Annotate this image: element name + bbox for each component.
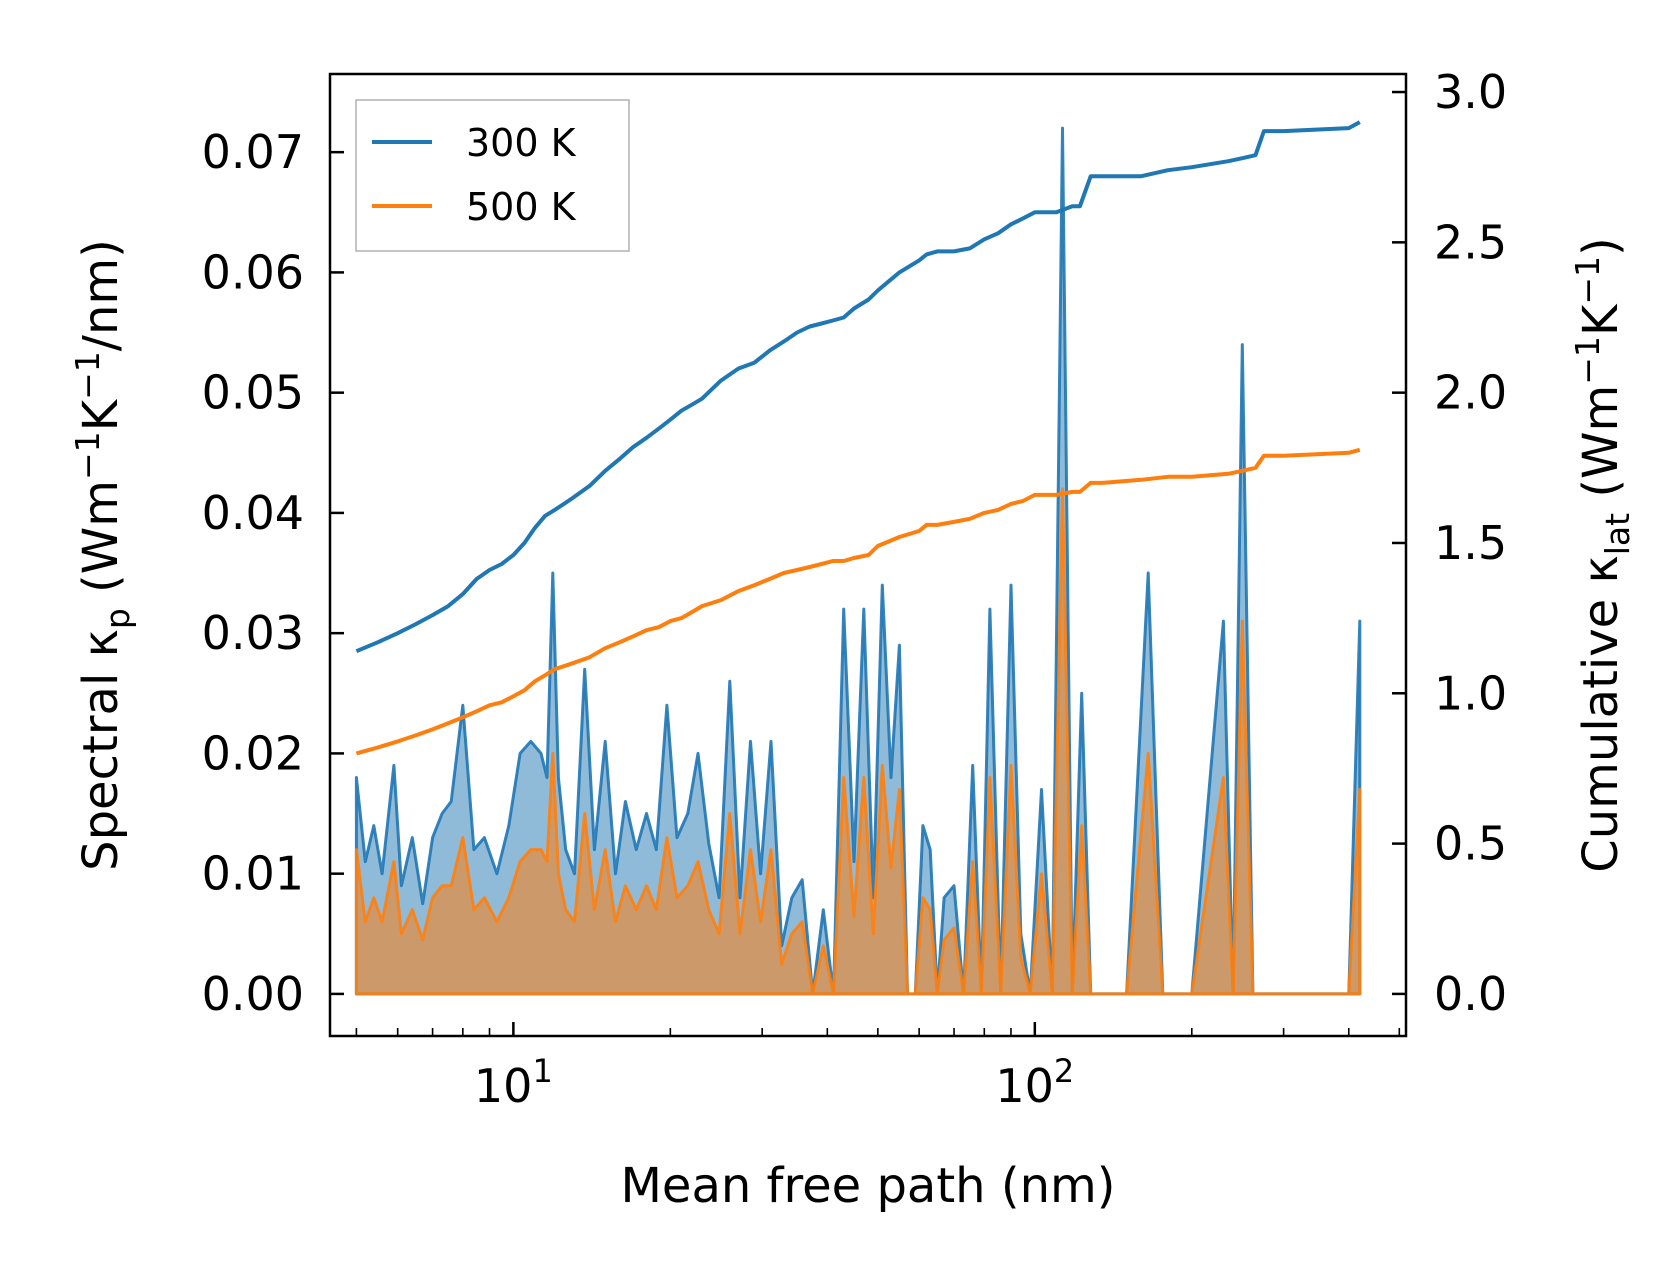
- cumulative-layer: [355, 120, 1361, 756]
- y-right-tick-label: 1.5: [1434, 516, 1507, 570]
- y-left-tick-label: 0.00: [202, 967, 304, 1021]
- spectral-layer: [354, 126, 1362, 996]
- y-left-tick-label: 0.01: [202, 847, 304, 901]
- y-left-sup1: −1: [68, 431, 107, 480]
- y-right-sub: lat: [1598, 513, 1637, 555]
- legend-box: [355, 99, 630, 252]
- y-right-tick-label: 3.0: [1434, 65, 1507, 119]
- y-right-main: Cumulative κ: [1573, 555, 1629, 873]
- y-right-mid: K: [1573, 303, 1629, 336]
- y-right-sup1: −1: [1568, 336, 1607, 385]
- y-left-mid: K: [73, 398, 129, 431]
- y-left-main: Spectral κ: [73, 629, 129, 871]
- x-tick-label: 101: [474, 1052, 553, 1113]
- y-right-tick-label: 2.0: [1434, 366, 1507, 420]
- y-left-tick-label: 0.02: [202, 726, 304, 780]
- y-left-tick-label: 0.03: [202, 606, 304, 660]
- y-left-units-pre: (Wm: [73, 480, 129, 608]
- y-right-post: ): [1573, 237, 1629, 256]
- spectral-area-500k: [354, 487, 1362, 996]
- x-axis-title: Mean free path (nm): [621, 1158, 1116, 1214]
- y-right-tick-label: 2.5: [1434, 215, 1507, 269]
- y-left-tick-label: 0.05: [202, 366, 304, 420]
- legend-label-500k: 500 K: [466, 185, 577, 229]
- y-left-post: /nm): [73, 239, 129, 351]
- y-right-units-pre: (Wm: [1573, 385, 1629, 513]
- y-right-tick-label: 0.5: [1434, 817, 1507, 871]
- cumulative-line-300k: [355, 120, 1361, 654]
- ticks-layer: 101 102 0.00 0.01 0.02 0.03 0.04 0.05 0.06 0.07 0.…: [202, 65, 1508, 1113]
- legend-label-300k: 300 K: [466, 121, 577, 165]
- y-left-tick-label: 0.04: [202, 486, 304, 540]
- plot-frame: [328, 72, 1408, 1038]
- y-axis-left-title: Spectral κp (Wm−1K−1/nm): [68, 239, 137, 871]
- y-left-tick-label: 0.06: [202, 245, 304, 299]
- y-right-tick-label: 1.0: [1434, 666, 1507, 720]
- legend: 300 K 500 K: [355, 99, 630, 252]
- y-right-sup2: −1: [1568, 256, 1607, 305]
- y-axis-right-title: Cumulative κlat (Wm−1K−1): [1568, 237, 1637, 873]
- y-right-tick-label: 0.0: [1434, 967, 1507, 1021]
- y-left-sup2: −1: [68, 351, 107, 400]
- cumulative-line-500k: [355, 447, 1361, 756]
- x-tick-label: 102: [995, 1052, 1074, 1113]
- y-left-sub: p: [98, 608, 137, 629]
- y-left-tick-label: 0.07: [202, 125, 304, 179]
